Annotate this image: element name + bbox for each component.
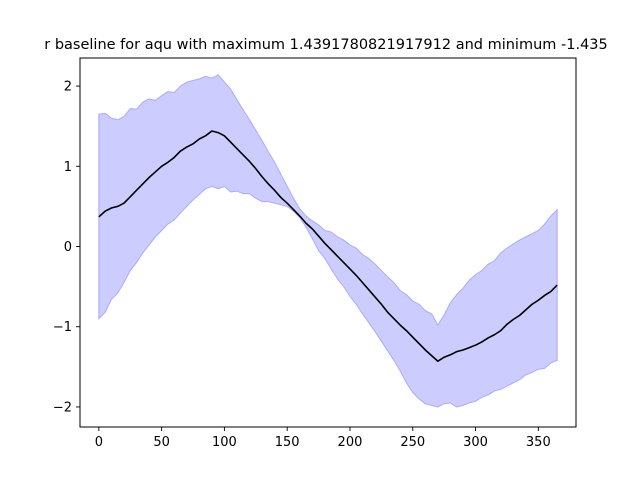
- axes-frame: [79, 57, 577, 428]
- y-tick-label: 2: [64, 80, 72, 95]
- x-tick-label: 150: [275, 435, 300, 450]
- y-tick-label: 1: [64, 160, 72, 175]
- x-tick-label: 350: [526, 435, 551, 450]
- x-tick-label: 100: [212, 435, 237, 450]
- x-tick-label: 50: [153, 435, 170, 450]
- x-tick-label: 300: [463, 435, 488, 450]
- y-axis: −2 −1 0 1 2: [53, 80, 80, 415]
- plot-area: [79, 57, 577, 428]
- y-tick-label: −2: [53, 400, 72, 415]
- y-tick-label: −1: [53, 320, 72, 335]
- mean-line: [98, 130, 558, 363]
- x-tick-label: 200: [338, 435, 363, 450]
- x-tick-label: 250: [400, 435, 425, 450]
- x-axis: 0 50 100 150 200 250 300 350: [95, 427, 551, 450]
- confidence-band: [98, 74, 558, 408]
- x-tick-label: 0: [95, 435, 103, 450]
- chart-title: r baseline for aqu with maximum 1.439178…: [44, 37, 608, 53]
- y-tick-label: 0: [64, 240, 72, 255]
